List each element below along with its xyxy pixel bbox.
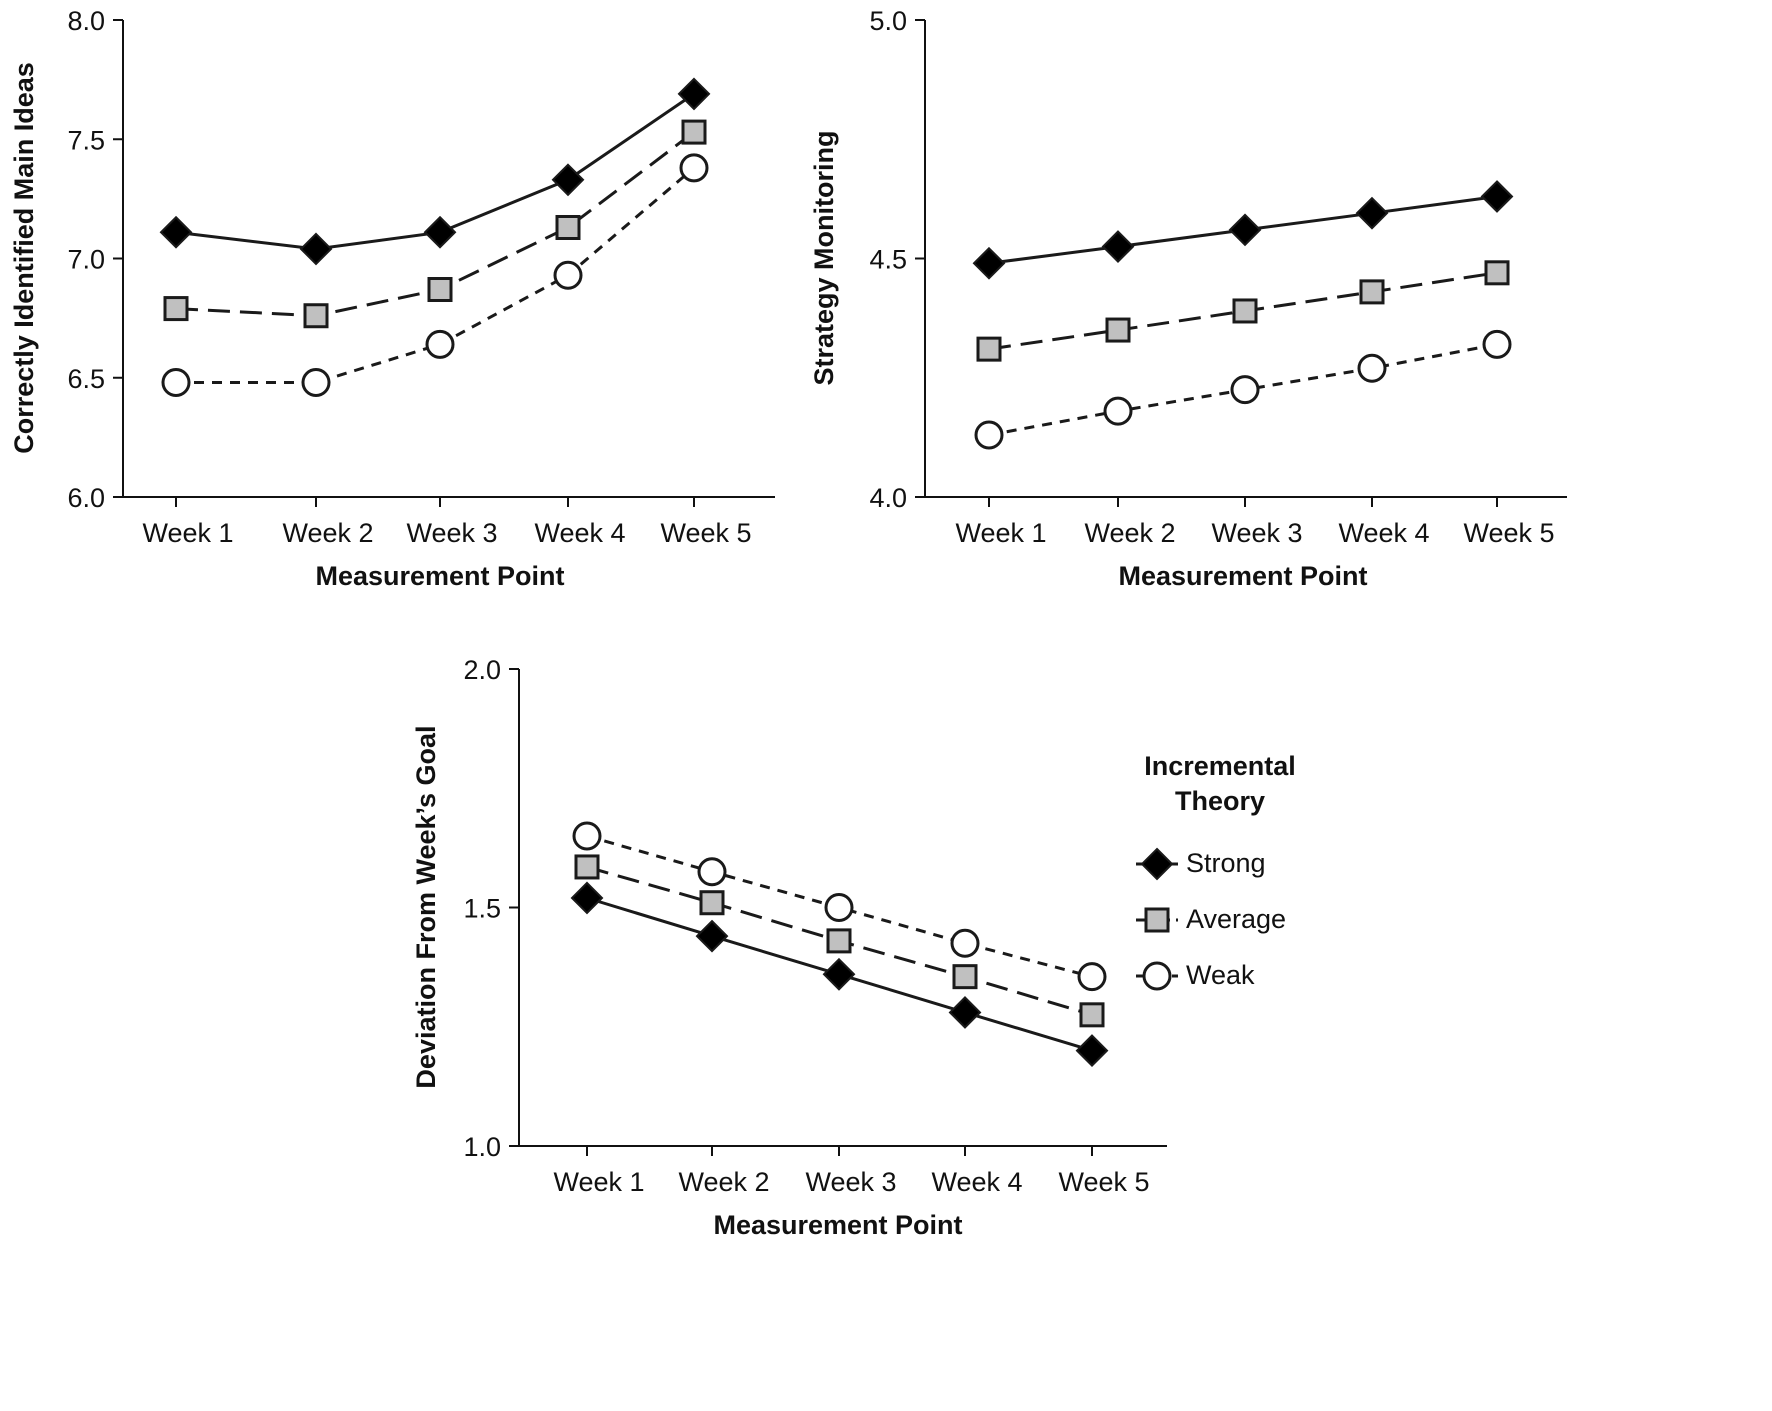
data-point-average xyxy=(555,214,581,240)
x-tick-label: Week 4 xyxy=(534,518,625,548)
data-point-strong xyxy=(695,919,729,953)
data-point-average xyxy=(681,119,707,145)
panel-strategy-monitoring: 4.0 4.5 5.0 Week 1 Week 2 Week 3 Week 4 Week 5 M… xyxy=(809,6,1567,591)
y-axis-title: Deviation From Week’s Goal xyxy=(411,725,441,1088)
x-axis-title: Measurement Point xyxy=(713,1210,962,1240)
y-axis-title: Correctly Identified Main Ideas xyxy=(9,62,39,454)
data-point-average xyxy=(1232,298,1258,324)
data-point-average xyxy=(163,296,189,322)
data-point-strong xyxy=(822,957,856,991)
legend-label-weak: Weak xyxy=(1186,960,1255,990)
legend-marker-weak xyxy=(1142,961,1172,991)
data-point-weak xyxy=(425,329,455,359)
data-point-weak xyxy=(1482,329,1512,359)
data-point-weak xyxy=(1357,353,1387,383)
data-point-strong xyxy=(972,246,1006,280)
data-point-average xyxy=(1359,279,1385,305)
x-tick-label: Week 3 xyxy=(406,518,497,548)
x-tick-label: Week 2 xyxy=(282,518,373,548)
legend-label-strong: Strong xyxy=(1186,848,1266,878)
y-tick-label: 4.5 xyxy=(869,245,907,275)
data-point-average xyxy=(303,303,329,329)
data-point-weak xyxy=(950,928,980,958)
y-axis-title: Strategy Monitoring xyxy=(809,131,839,386)
x-tick-label: Week 4 xyxy=(931,1167,1022,1197)
y-tick-label: 8.0 xyxy=(67,6,105,36)
data-point-weak xyxy=(161,368,191,398)
legend-title-line-1: Incremental xyxy=(1144,751,1296,781)
x-tick-label: Week 5 xyxy=(1058,1167,1149,1197)
x-tick-label: Week 5 xyxy=(1463,518,1554,548)
series-line-weak xyxy=(176,166,695,384)
y-tick-label: 5.0 xyxy=(869,6,907,36)
y-tick-label: 1.0 xyxy=(463,1132,501,1162)
x-axis-title: Measurement Point xyxy=(1118,561,1367,591)
x-tick-label: Week 1 xyxy=(142,518,233,548)
data-point-weak xyxy=(553,260,583,290)
data-point-average xyxy=(976,336,1002,362)
data-point-strong xyxy=(948,996,982,1029)
data-point-strong xyxy=(299,232,333,266)
x-tick-label: Week 5 xyxy=(660,518,751,548)
data-point-strong xyxy=(423,215,457,249)
data-point-average xyxy=(952,964,978,990)
data-point-strong xyxy=(1101,230,1135,263)
x-tick-label: Week 2 xyxy=(678,1167,769,1197)
x-tick-label: Week 4 xyxy=(1338,518,1429,548)
data-point-strong xyxy=(551,163,585,197)
y-tick-label: 7.0 xyxy=(67,245,105,275)
legend-marker-strong xyxy=(1140,847,1174,881)
x-tick-label: Week 3 xyxy=(1211,518,1302,548)
y-tick-label: 4.0 xyxy=(869,483,907,513)
data-point-strong xyxy=(159,215,193,249)
data-point-weak xyxy=(697,857,727,887)
data-point-strong xyxy=(1228,213,1262,247)
x-tick-label: Week 3 xyxy=(805,1167,896,1197)
data-point-average xyxy=(826,928,852,954)
data-point-weak xyxy=(824,893,854,922)
legend-title-line-2: Theory xyxy=(1175,786,1265,816)
data-point-weak xyxy=(1077,962,1107,992)
x-tick-label: Week 2 xyxy=(1084,518,1175,548)
data-point-weak xyxy=(1230,375,1260,405)
data-point-weak xyxy=(974,420,1004,450)
panel-goal-deviation: 1.0 1.5 2.0 Week 1 Week 2 Week 3 Week 4 Week 5 M… xyxy=(411,655,1167,1240)
x-tick-label: Week 1 xyxy=(955,518,1046,548)
legend-marker-average xyxy=(1144,907,1170,933)
data-point-average xyxy=(574,854,600,880)
data-point-average xyxy=(1079,1002,1105,1028)
data-point-weak xyxy=(1103,396,1133,426)
data-point-strong xyxy=(1480,180,1514,213)
data-point-strong xyxy=(1355,196,1389,230)
y-tick-label: 2.0 xyxy=(463,655,501,685)
y-tick-label: 1.5 xyxy=(463,894,501,924)
x-axis-title: Measurement Point xyxy=(315,561,564,591)
legend: Incremental Theory Strong Average Weak xyxy=(1136,751,1296,991)
data-point-average xyxy=(1484,260,1510,286)
data-point-average xyxy=(1105,317,1131,343)
data-point-average xyxy=(427,277,453,303)
y-tick-label: 7.5 xyxy=(67,125,105,155)
x-tick-label: Week 1 xyxy=(553,1167,644,1197)
data-point-weak xyxy=(572,821,602,851)
data-point-weak xyxy=(301,368,331,398)
data-point-strong xyxy=(677,77,711,111)
legend-label-average: Average xyxy=(1186,904,1286,934)
data-point-strong xyxy=(1075,1034,1109,1068)
data-point-strong xyxy=(570,881,604,915)
data-point-average xyxy=(699,890,725,916)
y-tick-label: 6.0 xyxy=(67,483,105,513)
y-tick-label: 6.5 xyxy=(67,364,105,394)
panel-main-ideas: 6.0 6.5 7.0 7.5 8.0 Week 1 Week 2 Week 3 Week 4 W… xyxy=(9,6,775,591)
data-point-weak xyxy=(679,153,709,183)
